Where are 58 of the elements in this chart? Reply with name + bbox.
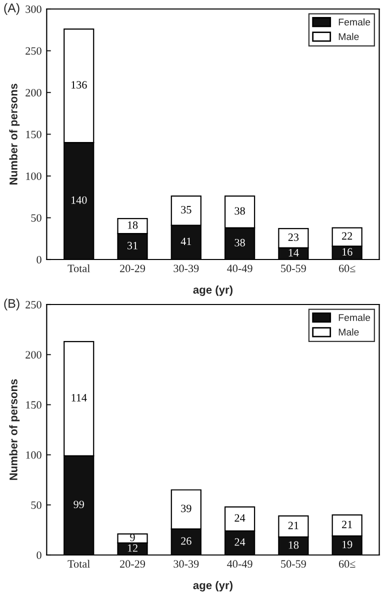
data-label: 24 [234,514,246,522]
y-tick-label: 100 [26,451,42,459]
x-axis-title: age (yr) [193,286,232,296]
text: (A) [4,3,20,15]
y-axis-title: Number of persons [9,84,20,184]
y-tick-label: 0 [36,551,42,559]
data-label: 18 [288,541,299,549]
data-label: 35 [181,206,192,214]
y-tick-label: 50 [31,501,42,509]
x-tick-label: 30-39 [174,560,199,568]
x-tick-label: Total [68,560,90,568]
data-label: 24 [234,538,246,546]
data-label: 38 [234,238,245,246]
data-label: 21 [288,522,298,530]
x-tick-label: 50-59 [281,264,306,272]
y-tick-label: 150 [26,130,42,138]
y-tick-label: 300 [26,5,42,13]
y-axis-title: Number of persons [9,379,20,480]
legend-label: Female [338,18,370,26]
y-tick-label: 100 [26,172,42,180]
y-tick-label: 250 [26,300,42,308]
legend-label: Female [338,314,370,322]
data-label: 140 [72,196,87,204]
y-tick-label: 200 [26,351,42,359]
x-tick-label: 20-29 [120,560,146,568]
y-tick-label: 50 [31,214,42,222]
legend-label: Male [338,32,359,40]
data-label: 18 [128,221,138,229]
x-tick-label: 60≤ [338,264,356,272]
data-label: 41 [180,238,192,246]
data-label: 114 [72,394,87,402]
data-label: 21 [342,520,352,528]
data-label: 99 [74,500,84,508]
data-label: 38 [234,207,245,215]
data-label: 22 [342,232,352,240]
data-label: 136 [72,81,87,89]
x-tick-label: 40-49 [227,560,252,568]
x-tick-label: 50-59 [281,560,306,568]
x-tick-label: Total [68,264,90,272]
data-label: 31 [127,242,138,250]
x-tick-label: 20-29 [120,264,146,272]
y-tick-label: 0 [36,256,42,264]
text: (B) [4,298,20,310]
y-tick-label: 200 [26,88,42,96]
x-tick-label: 40-49 [227,264,252,272]
data-label: 26 [181,537,192,545]
y-tick-label: 250 [26,47,42,55]
x-tick-label: 30-39 [174,264,199,272]
data-label: 19 [342,540,352,548]
x-tick-label: 60≤ [338,560,356,568]
y-tick-label: 150 [26,401,42,409]
data-label: 16 [342,248,352,256]
x-axis-title: age (yr) [193,581,232,592]
data-label: 23 [288,234,299,241]
data-label: 12 [128,544,138,552]
legend-label: Male [338,328,359,336]
data-label: 39 [181,504,192,512]
data-label: 14 [288,248,299,256]
